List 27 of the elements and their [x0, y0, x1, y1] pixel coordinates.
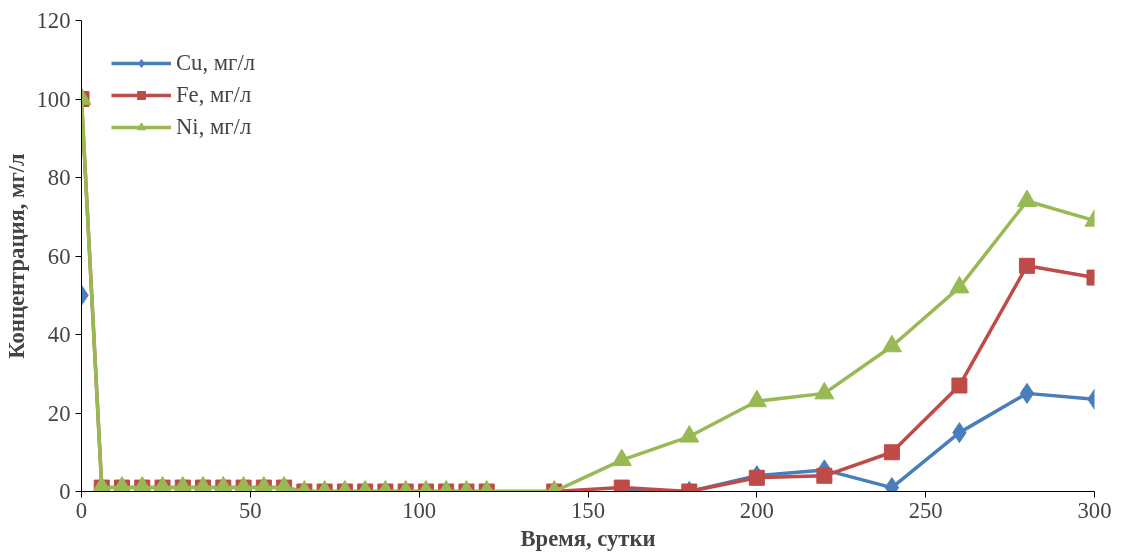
x-tick-label: 100 — [402, 497, 437, 523]
point — [814, 381, 835, 400]
x-axis-title: Время, сутки — [520, 525, 656, 551]
x-tick-label: 150 — [571, 497, 605, 523]
x-tick-label: 0 — [75, 497, 88, 523]
y-tick-label: 120 — [36, 8, 71, 33]
legend-label: Ni, мг/л — [176, 114, 252, 140]
x-tick-label: 300 — [1077, 497, 1112, 523]
point — [949, 275, 970, 294]
y-tick-label: 40 — [47, 322, 71, 347]
x-tick-label: 250 — [908, 497, 943, 523]
y-tick-label: 0 — [59, 479, 71, 504]
point — [1016, 189, 1037, 208]
point — [746, 389, 767, 408]
y-tick-label: 20 — [47, 400, 71, 426]
legend-label: Cu, мг/л — [176, 50, 255, 76]
y-axis-title: Концентрация, мг/л — [3, 152, 29, 359]
point — [679, 425, 700, 443]
y-tick-label: 80 — [47, 165, 71, 190]
point — [1018, 257, 1035, 274]
y-tick-label: 60 — [47, 243, 71, 269]
legend-label: Fe, мг/л — [176, 82, 252, 108]
point — [881, 334, 902, 353]
y-tick-label: 100 — [36, 86, 71, 112]
point — [611, 448, 632, 467]
x-tick-label: 50 — [239, 497, 262, 523]
x-tick-label: 200 — [739, 497, 774, 523]
